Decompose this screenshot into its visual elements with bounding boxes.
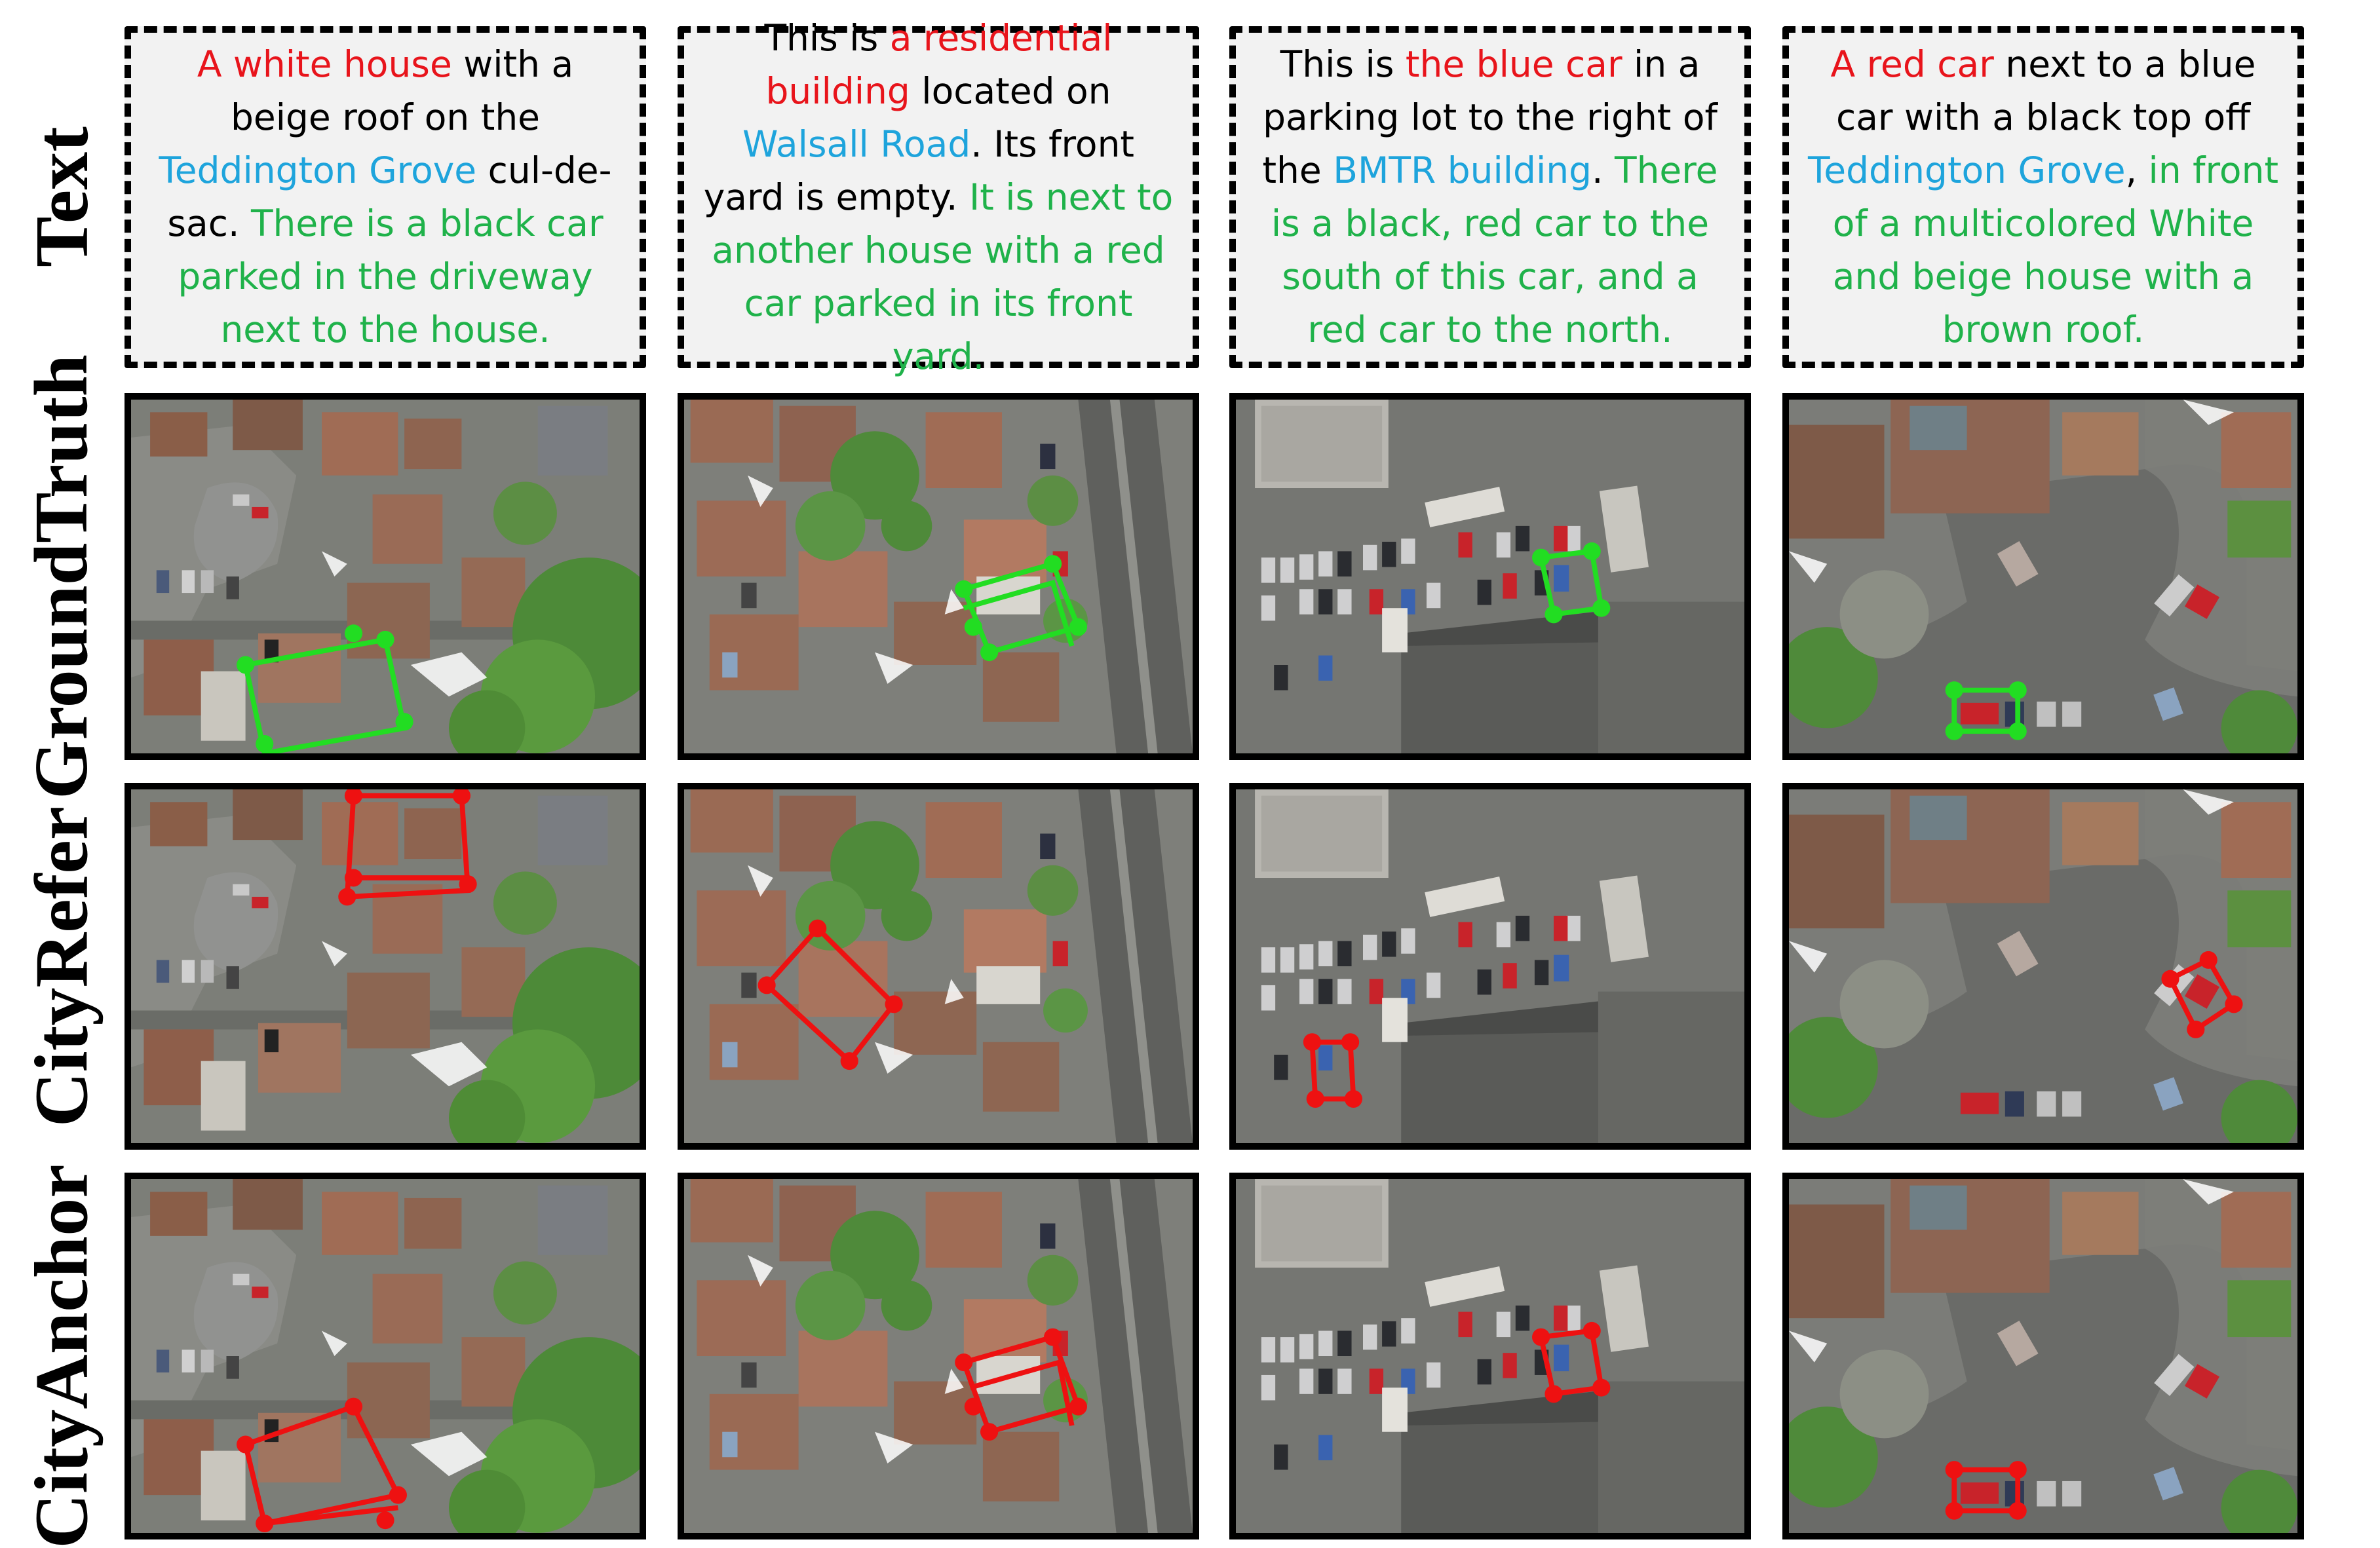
cityanchor-scene-4 xyxy=(1782,1173,2304,1539)
caption-box-4: A red car next to a blue car with a blac… xyxy=(1782,26,2304,368)
caption-segment-red: a residential building xyxy=(765,16,1113,112)
cityanchor-scene-1 xyxy=(125,1173,646,1539)
caption-segment-green: in front of a multicolored White and bei… xyxy=(1832,149,2279,350)
caption-segment-red: the blue car xyxy=(1405,43,1622,85)
caption-segment-green: It is next to another house with a red c… xyxy=(712,176,1174,377)
caption-segment-red: A red car xyxy=(1830,43,1994,85)
row-label-text: Text xyxy=(20,126,104,267)
cityrefer-scene-3 xyxy=(1229,783,1751,1150)
caption-text-2: This is a residential building located o… xyxy=(699,12,1178,383)
cityrefer-scene-4 xyxy=(1782,783,2304,1150)
row-label-cityanchor: CityAnchor xyxy=(20,1163,104,1548)
caption-segment-black: . xyxy=(1592,149,1615,191)
cityanchor-scene-3 xyxy=(1229,1173,1751,1539)
caption-box-1: A white house with a beige roof on the T… xyxy=(125,26,646,368)
caption-segment-black: in a parking lot to the right of the xyxy=(1262,43,1718,191)
caption-segment-blue: Teddington Grove xyxy=(1807,149,2126,191)
caption-segment-black: next to a blue car with a black top off xyxy=(1835,43,2256,138)
cityrefer-scene-2 xyxy=(678,783,1199,1150)
caption-text-1: A white house with a beige roof on the T… xyxy=(145,38,625,356)
caption-segment-black: with a beige roof on the xyxy=(230,43,574,138)
cityanchor-scene-2 xyxy=(678,1173,1199,1539)
caption-segment-green: There is a black, red car to the south o… xyxy=(1271,149,1718,350)
caption-segment-black: located on xyxy=(910,69,1111,112)
row-label-groundtruth: GroundTruth xyxy=(20,354,104,799)
caption-segment-black: , xyxy=(2125,149,2149,191)
caption-segment-black: . Its front yard is empty. xyxy=(703,123,1134,218)
cityrefer-scene-1 xyxy=(125,783,646,1150)
caption-segment-green: There is a black car parked in the drive… xyxy=(178,202,604,350)
caption-segment-red: A white house xyxy=(197,43,452,85)
caption-segment-black: This is xyxy=(1280,43,1406,85)
caption-segment-blue: Teddington Grove xyxy=(159,149,477,191)
row-label-cityrefer: CityRefer xyxy=(20,806,104,1127)
caption-box-2: This is a residential building located o… xyxy=(678,17,1199,377)
caption-segment-black: This is xyxy=(764,16,890,59)
groundtruth-scene-2 xyxy=(678,393,1199,760)
groundtruth-scene-3 xyxy=(1229,393,1751,760)
caption-segment-blue: BMTR building xyxy=(1333,149,1592,191)
caption-segment-black: cul-de-sac. xyxy=(167,149,612,244)
caption-box-3: This is the blue car in a parking lot to… xyxy=(1229,26,1751,368)
caption-text-3: This is the blue car in a parking lot to… xyxy=(1250,38,1730,356)
groundtruth-scene-1 xyxy=(125,393,646,760)
groundtruth-scene-4 xyxy=(1782,393,2304,760)
caption-segment-blue: Walsall Road xyxy=(742,123,971,165)
caption-text-4: A red car next to a blue car with a blac… xyxy=(1803,38,2283,356)
